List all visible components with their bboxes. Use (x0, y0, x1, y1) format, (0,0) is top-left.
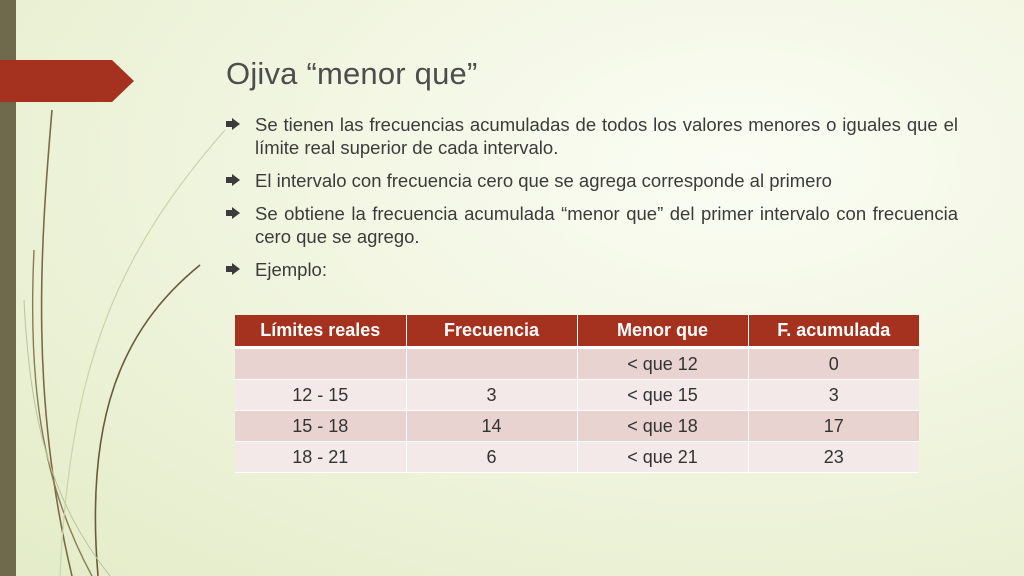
slide-title: Ojiva “menor que” (226, 56, 478, 91)
bullet-item: Ejemplo: (226, 258, 958, 281)
title-accent-arrow (0, 60, 134, 102)
arrow-bullet-icon (226, 118, 240, 130)
table-cell: < que 21 (577, 441, 749, 473)
bullet-item: Se tienen las frecuencias acumuladas de … (226, 113, 958, 159)
table-row: < que 12 0 (235, 347, 919, 380)
bullet-text: Ejemplo: (255, 259, 327, 280)
header-frecuencia: Frecuencia (406, 315, 578, 349)
arrow-bullet-icon (226, 263, 240, 275)
header-limites-reales: Límites reales (235, 315, 407, 349)
table-row: 18 - 21 6 < que 21 23 (235, 441, 919, 473)
table-cell: 0 (748, 347, 919, 380)
table-cell: 18 - 21 (235, 441, 407, 473)
bullet-item: Se obtiene la frecuencia acumulada “meno… (226, 202, 958, 248)
left-decor-bar (0, 0, 16, 576)
bullet-text: El intervalo con frecuencia cero que se … (255, 170, 832, 191)
table-cell: 15 - 18 (235, 410, 407, 442)
table-row: 12 - 15 3 < que 15 3 (235, 379, 919, 411)
table-cell: 17 (748, 410, 919, 442)
frequency-table: Límites reales Frecuencia Menor que F. a… (235, 315, 919, 473)
table-cell: < que 18 (577, 410, 749, 442)
table-cell: 3 (748, 379, 919, 411)
bullet-item: El intervalo con frecuencia cero que se … (226, 169, 958, 192)
table-header-row: Límites reales Frecuencia Menor que F. a… (235, 315, 919, 349)
bullet-list: Se tienen las frecuencias acumuladas de … (226, 113, 958, 291)
header-menor-que: Menor que (577, 315, 749, 349)
table-cell: 12 - 15 (235, 379, 407, 411)
table-row: 15 - 18 14 < que 18 17 (235, 410, 919, 442)
table-cell (406, 347, 578, 380)
bullet-text: Se tienen las frecuencias acumuladas de … (255, 114, 958, 158)
table-cell: < que 15 (577, 379, 749, 411)
decorative-curves (23, 109, 226, 576)
table-cell (235, 347, 407, 380)
table-cell: < que 12 (577, 347, 749, 380)
bullet-text: Se obtiene la frecuencia acumulada “meno… (255, 203, 958, 247)
table-cell: 6 (406, 441, 578, 473)
table-cell: 23 (748, 441, 919, 473)
arrow-bullet-icon (226, 207, 240, 219)
header-f-acumulada: F. acumulada (748, 315, 919, 349)
table-cell: 3 (406, 379, 578, 411)
arrow-bullet-icon (226, 174, 240, 186)
table-cell: 14 (406, 410, 578, 442)
